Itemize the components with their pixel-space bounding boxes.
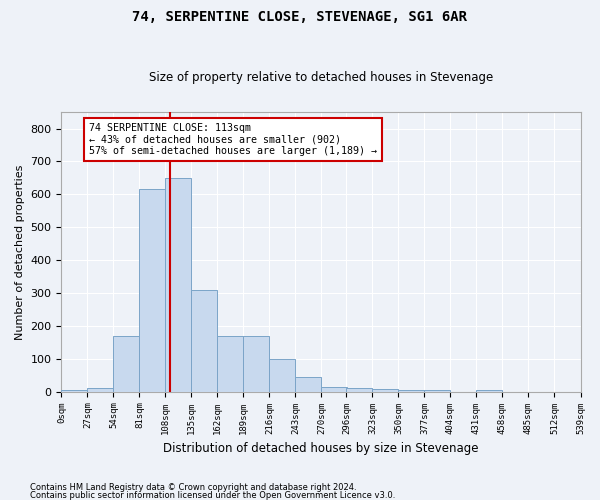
Bar — [244, 336, 269, 392]
Text: 74, SERPENTINE CLOSE, STEVENAGE, SG1 6AR: 74, SERPENTINE CLOSE, STEVENAGE, SG1 6AR — [133, 10, 467, 24]
Bar — [61, 390, 88, 392]
Title: Size of property relative to detached houses in Stevenage: Size of property relative to detached ho… — [149, 72, 493, 85]
Text: Contains HM Land Registry data © Crown copyright and database right 2024.: Contains HM Land Registry data © Crown c… — [30, 484, 356, 492]
Bar — [346, 388, 373, 392]
Bar — [166, 178, 191, 392]
Bar — [373, 389, 398, 392]
Bar — [322, 387, 347, 392]
Bar — [113, 336, 139, 392]
Bar — [476, 390, 502, 392]
Bar — [217, 336, 244, 392]
Bar — [295, 377, 322, 392]
Text: 74 SERPENTINE CLOSE: 113sqm
← 43% of detached houses are smaller (902)
57% of se: 74 SERPENTINE CLOSE: 113sqm ← 43% of det… — [89, 122, 377, 156]
Bar — [398, 390, 424, 392]
Bar — [191, 290, 217, 392]
Bar — [269, 360, 295, 392]
Bar — [139, 190, 166, 392]
Bar — [424, 390, 451, 392]
Bar — [88, 388, 113, 392]
Y-axis label: Number of detached properties: Number of detached properties — [15, 164, 25, 340]
X-axis label: Distribution of detached houses by size in Stevenage: Distribution of detached houses by size … — [163, 442, 479, 455]
Text: Contains public sector information licensed under the Open Government Licence v3: Contains public sector information licen… — [30, 490, 395, 500]
